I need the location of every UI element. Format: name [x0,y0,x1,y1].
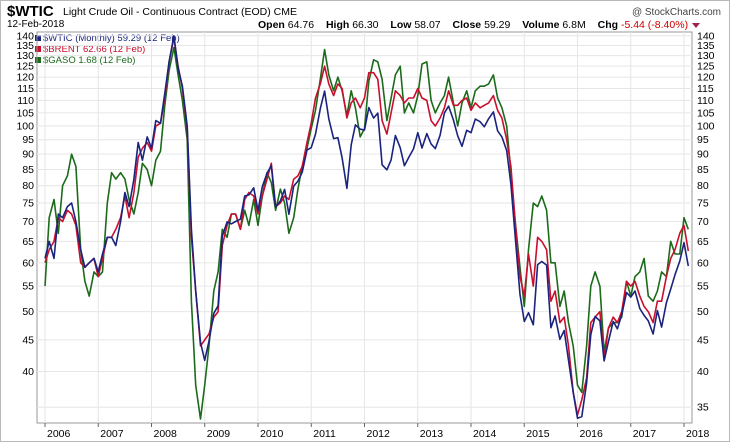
axes: 3540455055606570758085909510010511011512… [16,30,714,440]
chart-symbol: $WTIC [7,3,54,20]
x-tick-label: 2013 [420,428,444,440]
y-tick-label-left: 70 [22,216,34,228]
plot-frame [36,31,693,424]
y-tick-label-right: 105 [697,107,715,119]
y-tick-label-right: 110 [697,95,714,107]
down-arrow-icon [692,22,701,28]
series-lines [44,35,690,420]
chart-date: 12-Feb-2018 [7,19,65,30]
y-tick-label-left: 65 [22,236,34,248]
y-tick-label-right: 100 [697,120,715,132]
y-tick-label-left: 80 [22,180,34,192]
y-tick-label-left: 125 [16,61,34,73]
y-tick-label-left: 135 [16,40,34,52]
x-tick-label: 2006 [47,428,71,440]
y-tick-label-left: 105 [16,107,34,119]
legend-swatch-wtic [35,35,41,42]
y-tick-label-right: 135 [697,40,715,52]
x-tick-label: 2015 [526,428,550,440]
y-tick-label-right: 85 [697,164,709,176]
y-tick-label-left: 130 [16,50,34,62]
y-tick-label-right: 140 [697,30,715,42]
high-value: 66.30 [352,19,379,31]
y-tick-label-left: 110 [17,95,34,107]
series-line-brent [44,36,690,416]
exchange-label: CME [273,6,298,18]
y-tick-label-left: 50 [22,306,34,318]
x-tick-label: 2018 [686,428,710,440]
x-tick-label: 2008 [153,428,177,440]
low-value: 58.07 [414,19,441,31]
y-tick-label-right: 130 [697,50,715,62]
x-tick-label: 2017 [633,428,657,440]
legend-label-gaso: $GASO 1.68 (12 Feb) [43,55,136,66]
volume-value: 6.8M [562,19,586,31]
y-tick-label-right: 95 [697,134,709,146]
y-tick-label-right: 75 [697,198,709,210]
y-tick-label-right: 115 [697,83,714,95]
y-tick-label-left: 90 [22,149,34,161]
y-tick-label-right: 35 [697,402,709,414]
y-tick-label-right: 60 [697,257,709,269]
change-label: Chg [597,19,619,31]
open-value: 64.76 [287,19,315,31]
x-tick-label: 2016 [580,428,604,440]
price-stats-bar: Open 64.76 High 66.30 Low 58.07 Close 59… [258,19,701,31]
y-tick-label-right: 90 [697,149,709,161]
y-tick-label-left: 100 [16,120,34,132]
close-label: Close [452,19,482,31]
chart-title-text: Light Crude Oil - Continuous Contract (E… [63,6,271,18]
y-tick-label-left: 45 [22,334,34,346]
y-tick-label-right: 55 [697,281,709,293]
y-tick-label-right: 40 [697,366,709,378]
volume-label: Volume [522,19,560,31]
stockcharts-watermark: @ StockCharts.com [631,7,721,18]
y-tick-label-right: 80 [697,180,709,192]
legend-label-brent: $BRENT 62.66 (12 Feb) [43,44,146,55]
y-tick-label-left: 95 [22,134,34,146]
y-tick-label-left: 75 [22,198,34,210]
x-tick-label: 2007 [100,428,124,440]
legend-label-wtic: $WTIC (Monthly) 59.29 (12 Feb) [43,33,180,44]
legend-swatch-brent [35,46,41,53]
x-tick-label: 2014 [473,428,497,440]
y-tick-label-right: 125 [697,61,715,73]
series-line-gaso [44,46,690,420]
y-tick-label-right: 45 [697,334,709,346]
legend-item-wtic: $WTIC (Monthly) 59.29 (12 Feb) [35,33,180,44]
y-tick-label-right: 120 [697,72,715,84]
chart-title: Light Crude Oil - Continuous Contract (E… [63,6,297,18]
series-line-wtic [44,35,690,419]
gridlines [36,31,693,424]
change-value: -5.44 (-8.40%) [620,19,689,31]
y-tick-label-left: 115 [17,83,34,95]
close-value: 59.29 [484,19,511,31]
legend-item-brent: $BRENT 62.66 (12 Feb) [35,44,145,55]
low-label: Low [390,19,412,31]
x-tick-label: 2010 [260,428,284,440]
x-tick-label: 2009 [207,428,231,440]
y-tick-label-right: 65 [697,236,709,248]
y-tick-label-left: 55 [22,281,34,293]
y-tick-label-left: 140 [16,30,34,42]
x-tick-label: 2012 [367,428,391,440]
legend-item-gaso: $GASO 1.68 (12 Feb) [35,55,135,66]
y-tick-label-right: 70 [697,216,709,228]
y-tick-label-left: 60 [22,257,34,269]
y-tick-label-left: 85 [22,164,34,176]
y-tick-label-left: 40 [22,366,34,378]
high-label: High [325,19,350,31]
y-tick-label-right: 50 [697,306,709,318]
x-tick-label: 2011 [313,428,336,440]
y-tick-label-left: 120 [16,72,34,84]
open-label: Open [258,19,285,31]
legend-swatch-gaso [35,57,41,64]
